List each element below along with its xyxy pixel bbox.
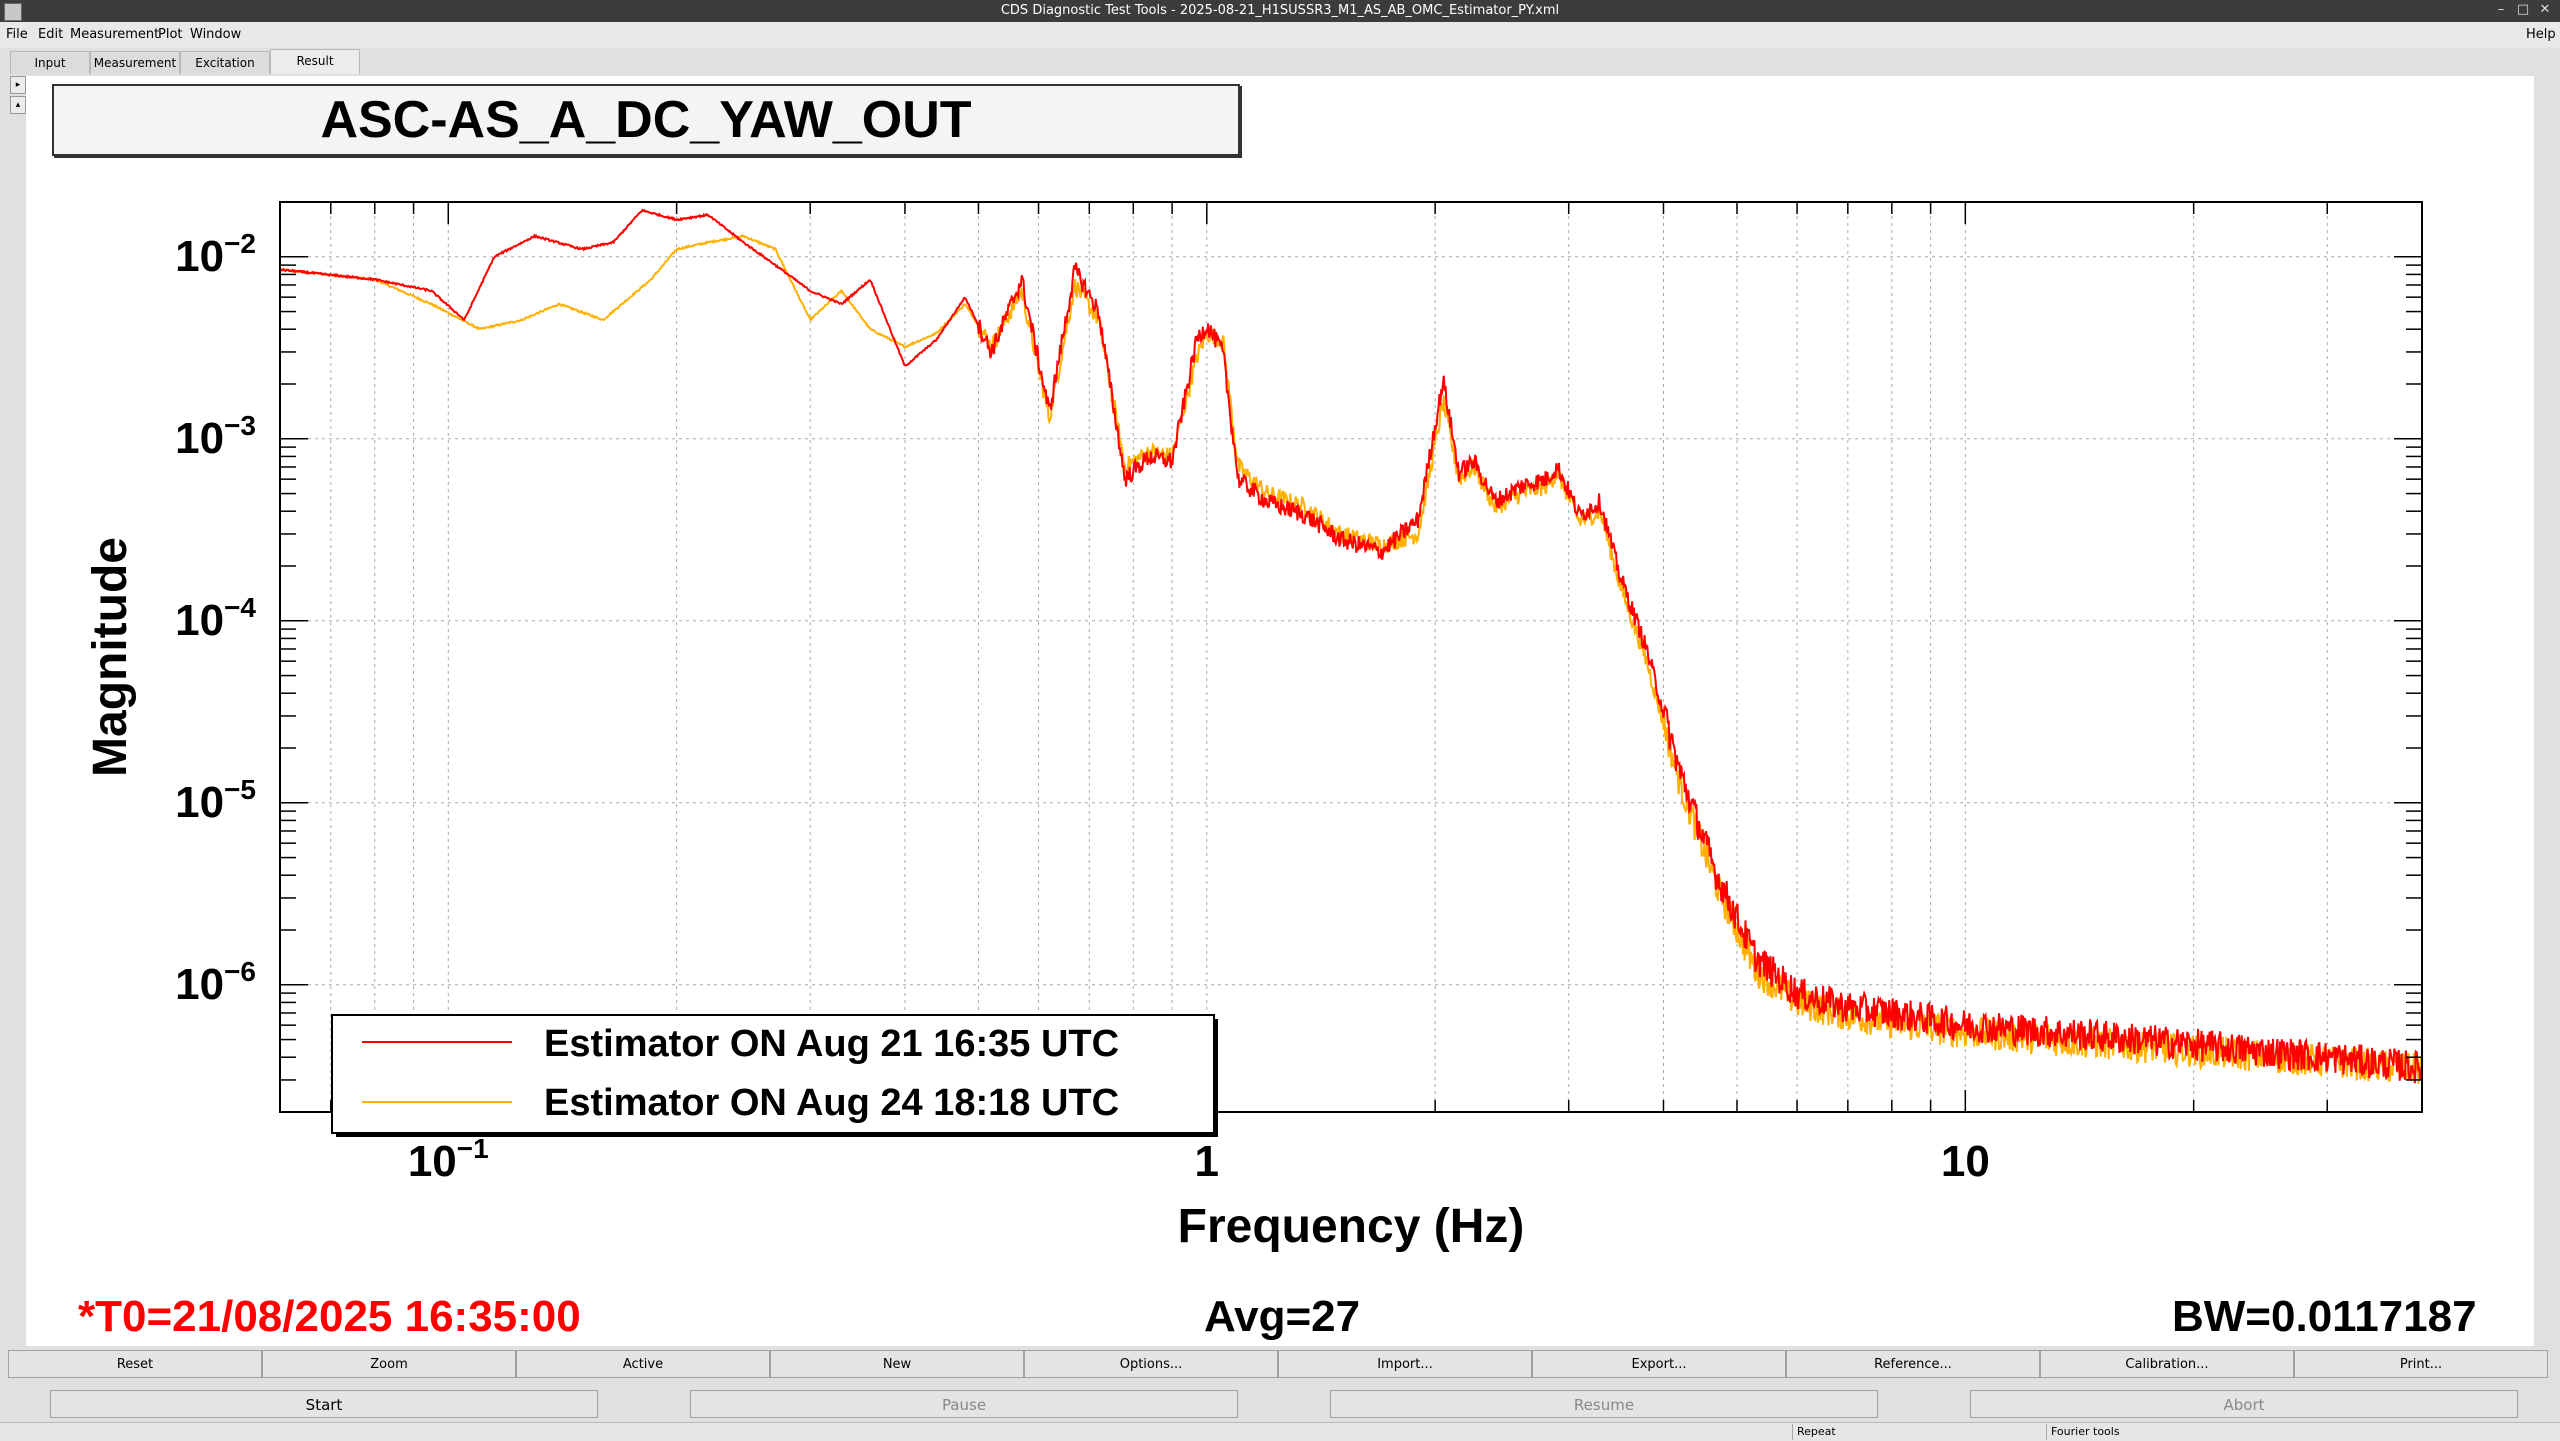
scroll-up-icon[interactable]: ▴ xyxy=(10,96,26,114)
y-tick-label-0: 10−2 xyxy=(175,228,256,281)
menu-bar: File Edit Measurement Plot Window Help xyxy=(0,22,2560,48)
measurement-controls: Start Pause Resume Abort xyxy=(0,1388,2560,1420)
legend-entry-0: Estimator ON Aug 21 16:35 UTC xyxy=(544,1023,1119,1065)
import-button[interactable]: Import... xyxy=(1278,1350,1532,1378)
app-icon xyxy=(4,3,22,21)
x-tick-label-0: 10−1 xyxy=(408,1133,489,1186)
legend-entry-1: Estimator ON Aug 24 18:18 UTC xyxy=(544,1082,1119,1124)
menu-measurement[interactable]: Measurement xyxy=(70,27,160,42)
tab-result[interactable]: Result xyxy=(270,49,360,74)
export-button[interactable]: Export... xyxy=(1532,1350,1786,1378)
calibration-button[interactable]: Calibration... xyxy=(2040,1350,2294,1378)
magnitude-chart[interactable]: 10−1 1 10 10−2 10−3 10−4 10−5 10−6 Frequency (… xyxy=(26,116,2534,1306)
series-line-1 xyxy=(279,234,2423,1084)
grid-lines xyxy=(279,202,2423,1112)
print-button[interactable]: Print... xyxy=(2294,1350,2548,1378)
x-axis-label: Frequency (Hz) xyxy=(1178,1200,1525,1253)
fourier-status: Fourier tools xyxy=(2046,1424,2351,1440)
tab-measurement[interactable]: Measurement xyxy=(90,51,180,74)
zoom-button[interactable]: Zoom xyxy=(262,1350,516,1378)
menu-plot[interactable]: Plot xyxy=(158,27,183,42)
menu-help[interactable]: Help xyxy=(2526,27,2556,42)
series-line-0 xyxy=(280,208,2423,1084)
minimize-icon[interactable]: – xyxy=(2497,2,2505,17)
y-tick-label-1: 10−3 xyxy=(175,410,256,463)
x-axis-ticks: 10−1 1 10 xyxy=(279,202,2423,1186)
plot-frame xyxy=(279,201,2423,1113)
new-button[interactable]: New xyxy=(770,1350,1024,1378)
status-bar: Repeat Fourier tools xyxy=(0,1422,2560,1441)
plot-title-box: ASC-AS_A_DC_YAW_OUT xyxy=(52,84,1240,156)
start-button[interactable]: Start xyxy=(50,1390,598,1418)
reset-button[interactable]: Reset xyxy=(8,1350,262,1378)
tab-bar: Input Measurement Excitation Result xyxy=(0,48,2560,74)
y-tick-label-2: 10−4 xyxy=(175,592,256,645)
close-icon[interactable]: ✕ xyxy=(2539,2,2551,17)
window-title: CDS Diagnostic Test Tools - 2025-08-21_H… xyxy=(1000,3,1560,18)
options-button[interactable]: Options... xyxy=(1024,1350,1278,1378)
tab-excitation[interactable]: Excitation xyxy=(180,51,270,74)
avg-status: Avg=27 xyxy=(1204,1292,1361,1341)
repeat-status: Repeat xyxy=(1792,1424,2047,1440)
pause-button[interactable]: Pause xyxy=(690,1390,1238,1418)
bw-status: BW=0.0117187 xyxy=(2172,1292,2477,1341)
plot-pad[interactable]: ASC-AS_A_DC_YAW_OUT 10−1 1 10 10−2 10−3 10−4… xyxy=(26,76,2534,1346)
series-lines xyxy=(279,208,2423,1084)
x-tick-label-2: 10 xyxy=(1941,1137,1990,1186)
tab-input[interactable]: Input xyxy=(10,51,90,74)
abort-button[interactable]: Abort xyxy=(1970,1390,2518,1418)
x-tick-label-1: 1 xyxy=(1195,1137,1219,1186)
t0-status: *T0=21/08/2025 16:35:00 xyxy=(78,1292,581,1341)
y-tick-label-4: 10−6 xyxy=(175,956,256,1009)
menu-edit[interactable]: Edit xyxy=(38,27,64,42)
window-titlebar: CDS Diagnostic Test Tools - 2025-08-21_H… xyxy=(0,0,2560,22)
scroll-right-icon[interactable]: ▸ xyxy=(10,76,26,94)
y-axis-label: Magnitude xyxy=(84,537,137,777)
menu-file[interactable]: File xyxy=(6,27,28,42)
y-axis-ticks: 10−2 10−3 10−4 10−5 10−6 xyxy=(175,201,2422,1113)
maximize-icon[interactable]: □ xyxy=(2516,2,2530,17)
pad-scroll-controls: ▸ ▴ xyxy=(10,76,26,114)
menu-window[interactable]: Window xyxy=(190,27,242,42)
resume-button[interactable]: Resume xyxy=(1330,1390,1878,1418)
legend: Estimator ON Aug 21 16:35 UTC Estimator … xyxy=(331,1014,1218,1137)
active-button[interactable]: Active xyxy=(516,1350,770,1378)
plot-title: ASC-AS_A_DC_YAW_OUT xyxy=(320,91,972,149)
reference-button[interactable]: Reference... xyxy=(1786,1350,2040,1378)
plot-button-row: Reset Zoom Active New Options... Import.… xyxy=(8,1350,2552,1378)
y-tick-label-3: 10−5 xyxy=(175,774,256,827)
